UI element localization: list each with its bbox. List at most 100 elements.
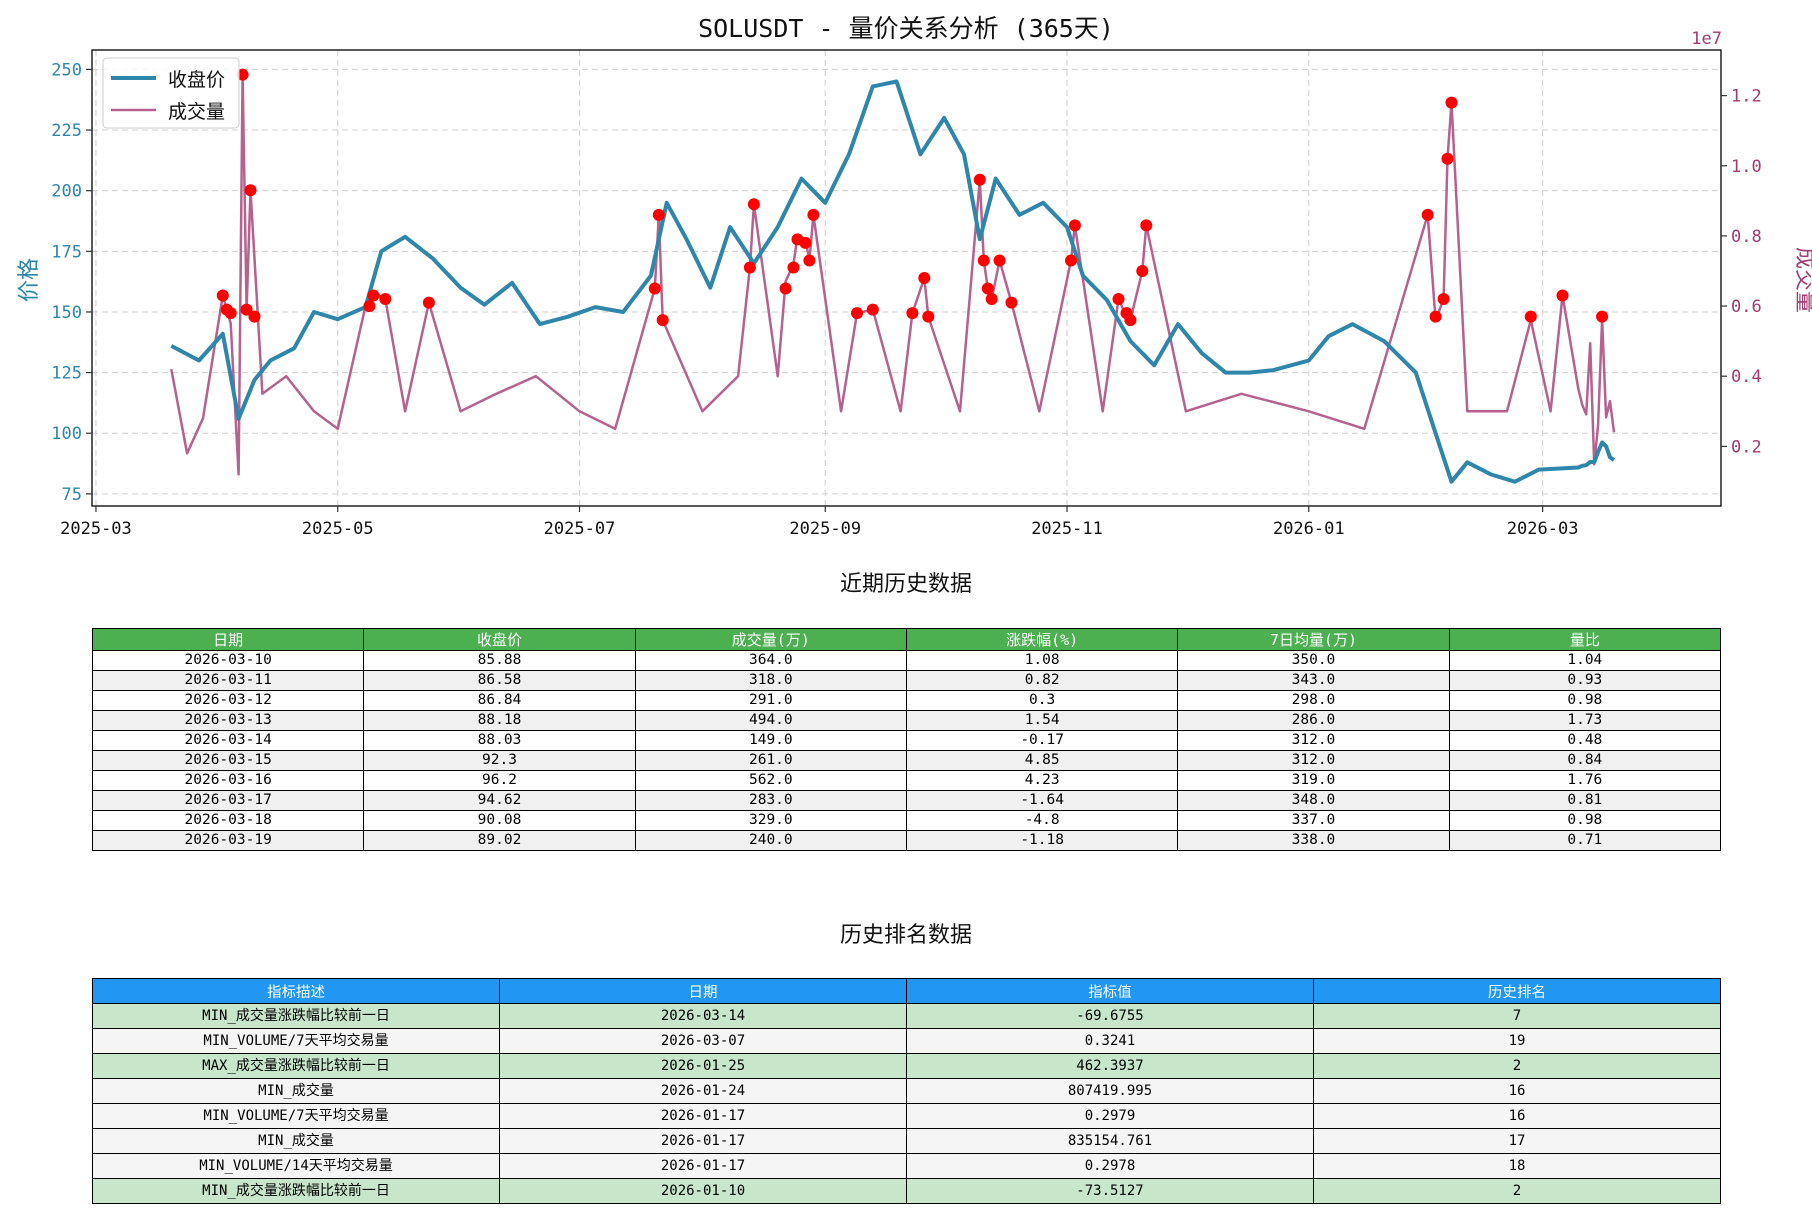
table-cell: 338.0: [1177, 830, 1450, 851]
volume-spike-marker: [367, 289, 380, 302]
y2-tick-label: 0.6: [1731, 297, 1762, 317]
x-tick-label: 2026-03: [1507, 519, 1579, 539]
table-cell: MIN_成交量涨跌幅比较前一日: [92, 1003, 500, 1029]
table-cell: 90.08: [363, 810, 636, 831]
volume-spike-marker: [977, 254, 990, 267]
volume-spike-markers: [216, 68, 1609, 327]
rank-table-header: 指标描述 日期 指标值 历史排名: [92, 978, 1721, 1004]
volume-spike-marker: [981, 282, 994, 295]
table-row: 2026-03-12 86.84 291.0 0.3 298.0 0.98: [91, 690, 1722, 711]
legend-price-label: 收盘价: [168, 69, 225, 91]
table-cell: 4.85: [905, 750, 1179, 771]
volume-spike-marker: [236, 68, 249, 81]
table-cell: 2026-03-07: [499, 1028, 907, 1054]
table-cell: 17: [1313, 1128, 1721, 1154]
table-cell: 240.0: [634, 830, 907, 851]
y2-tick-label: 1.0: [1731, 157, 1762, 177]
volume-spike-marker: [379, 293, 392, 305]
volume-spike-marker: [1441, 152, 1454, 165]
table-cell: 329.0: [634, 810, 907, 831]
table-cell: 2: [1313, 1053, 1721, 1079]
table-row: MIN_VOLUME/7天平均交易量 2026-03-07 0.3241 19: [92, 1028, 1721, 1054]
table-cell: -1.64: [905, 790, 1179, 811]
table-cell: 2026-03-19: [91, 830, 365, 851]
table-cell: -4.8: [905, 810, 1179, 831]
y2-tick-label: 1.2: [1731, 87, 1762, 107]
legend: 收盘价 成交量: [102, 57, 240, 129]
table-cell: 88.18: [363, 710, 636, 731]
table-cell: 0.48: [1448, 730, 1722, 751]
table-row: 2026-03-19 89.02 240.0 -1.18 338.0 0.71: [91, 830, 1722, 851]
table-cell: MAX_成交量涨跌幅比较前一日: [92, 1053, 500, 1079]
table-cell: 92.3: [363, 750, 636, 771]
table-row: 2026-03-18 90.08 329.0 -4.8 337.0 0.98: [91, 810, 1722, 831]
recent-table-body: 2026-03-10 85.88 364.0 1.08 350.0 1.04 2026-03…: [91, 650, 1722, 851]
x-tick-label: 2025-09: [789, 519, 861, 539]
table-cell: 286.0: [1177, 710, 1450, 731]
volume-spike-marker: [1524, 310, 1537, 323]
table-row: MIN_成交量涨跌幅比较前一日 2026-03-14 -69.6755 7: [92, 1003, 1721, 1029]
x-tick-label: 2026-01: [1273, 519, 1345, 539]
y2-axis-label: 成交量: [1792, 247, 1812, 313]
volume-spike-marker: [1124, 314, 1137, 327]
volume-spike-marker: [866, 303, 879, 316]
table-cell: 0.82: [905, 670, 1179, 691]
table-cell: 2026-03-17: [91, 790, 365, 811]
y2-tick-label: 0.2: [1731, 437, 1762, 457]
volume-spike-marker: [248, 310, 261, 323]
volume-spike-marker: [648, 282, 661, 295]
table-cell: 283.0: [634, 790, 907, 811]
table-cell: 261.0: [634, 750, 907, 771]
x-tick-label: 2025-11: [1031, 519, 1103, 539]
volume-spike-marker: [1556, 289, 1569, 302]
recent-col-header: 日期: [91, 628, 365, 651]
table-cell: 462.3937: [906, 1053, 1314, 1079]
table-cell: 318.0: [634, 670, 907, 691]
volume-spike-marker: [779, 282, 792, 295]
y-tick-label: 175: [51, 242, 82, 262]
table-row: MIN_VOLUME/14天平均交易量 2026-01-17 0.2978 18: [92, 1153, 1721, 1179]
table-cell: 149.0: [634, 730, 907, 751]
table-cell: 1.73: [1448, 710, 1722, 731]
table-cell: 2026-03-12: [91, 690, 365, 711]
table-cell: MIN_VOLUME/7天平均交易量: [92, 1028, 500, 1054]
table-cell: 1.54: [905, 710, 1179, 731]
table-cell: 18: [1313, 1153, 1721, 1179]
table-cell: 16: [1313, 1078, 1721, 1104]
table-cell: 1.04: [1448, 650, 1722, 671]
rank-col-header: 日期: [499, 978, 907, 1004]
table-row: MAX_成交量涨跌幅比较前一日 2026-01-25 462.3937 2: [92, 1053, 1721, 1079]
price-line: [170, 79, 1616, 484]
recent-col-header: 成交量(万): [634, 628, 907, 651]
table-cell: 7: [1313, 1003, 1721, 1029]
volume-spike-marker: [787, 261, 800, 274]
volume-spike-marker: [1437, 293, 1450, 305]
y-axis-label: 价格: [17, 258, 42, 302]
table-row: 2026-03-17 94.62 283.0 -1.64 348.0 0.81: [91, 790, 1722, 811]
volume-series-layer: [170, 73, 1616, 476]
table-cell: 312.0: [1177, 750, 1450, 771]
volume-spike-marker: [1445, 96, 1458, 109]
x-tick-label: 2025-05: [302, 519, 374, 539]
table-cell: 348.0: [1177, 790, 1450, 811]
volume-spike-marker: [918, 272, 931, 284]
volume-spike-marker: [1068, 219, 1081, 232]
table-cell: 0.3: [905, 690, 1179, 711]
price-volume-chart: SOLUSDT - 量价关系分析 (365天) 75 100 125 150 175 20…: [17, 14, 1812, 539]
volume-spike-marker: [1136, 265, 1149, 277]
table-cell: 2026-03-10: [91, 650, 365, 671]
table-cell: -1.18: [905, 830, 1179, 851]
volume-spike-marker: [922, 310, 935, 323]
table-cell: 0.2979: [906, 1103, 1314, 1129]
rank-table-body: MIN_成交量涨跌幅比较前一日 2026-03-14 -69.6755 7 MIN_VO…: [92, 1003, 1721, 1204]
table-cell: 2026-03-18: [91, 810, 365, 831]
table-cell: MIN_VOLUME/14天平均交易量: [92, 1153, 500, 1179]
volume-spike-marker: [1140, 219, 1153, 232]
table-row: MIN_成交量涨跌幅比较前一日 2026-01-10 -73.5127 2: [92, 1178, 1721, 1204]
volume-spike-marker: [993, 254, 1006, 267]
volume-spike-marker: [652, 208, 665, 221]
table-cell: 337.0: [1177, 810, 1450, 831]
table-cell: 494.0: [634, 710, 907, 731]
table-cell: 291.0: [634, 690, 907, 711]
volume-spike-marker: [973, 173, 986, 186]
